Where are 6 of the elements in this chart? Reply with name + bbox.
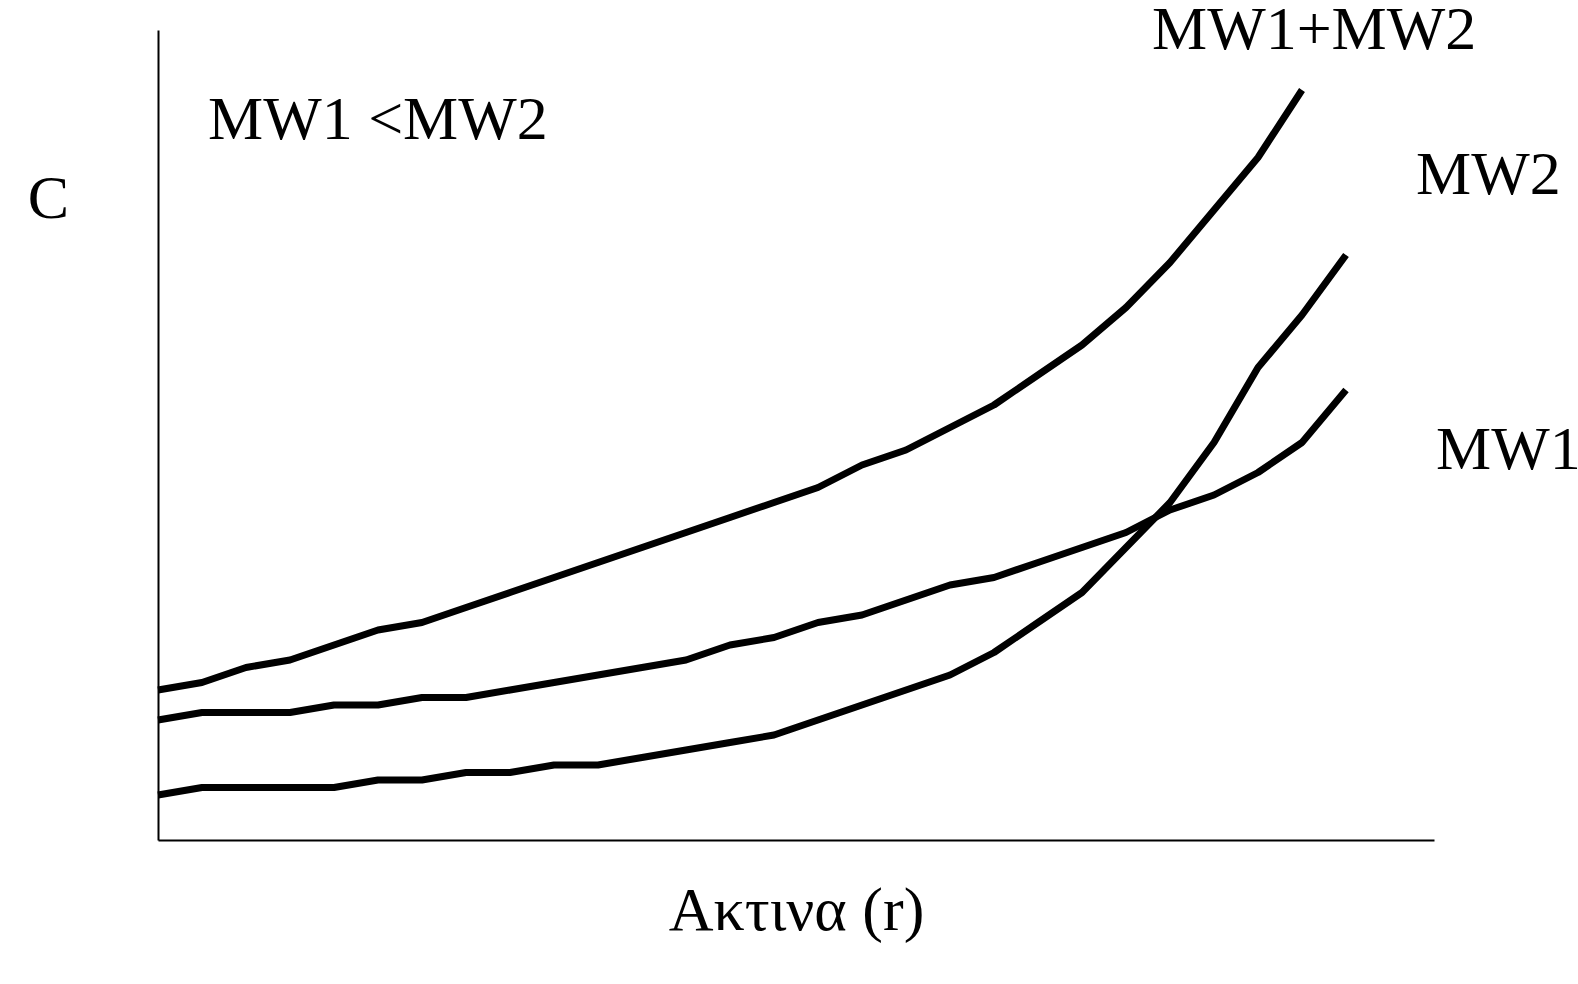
series-label: MW2 [1416,139,1561,207]
series-label: MW1+MW2 [1152,0,1477,62]
x-axis-title: Ακτινα (r) [668,874,925,944]
series-label: MW1 [1436,414,1578,482]
y-axis-title: C [27,162,70,231]
annotation: MW1 <MW2 [208,84,548,152]
